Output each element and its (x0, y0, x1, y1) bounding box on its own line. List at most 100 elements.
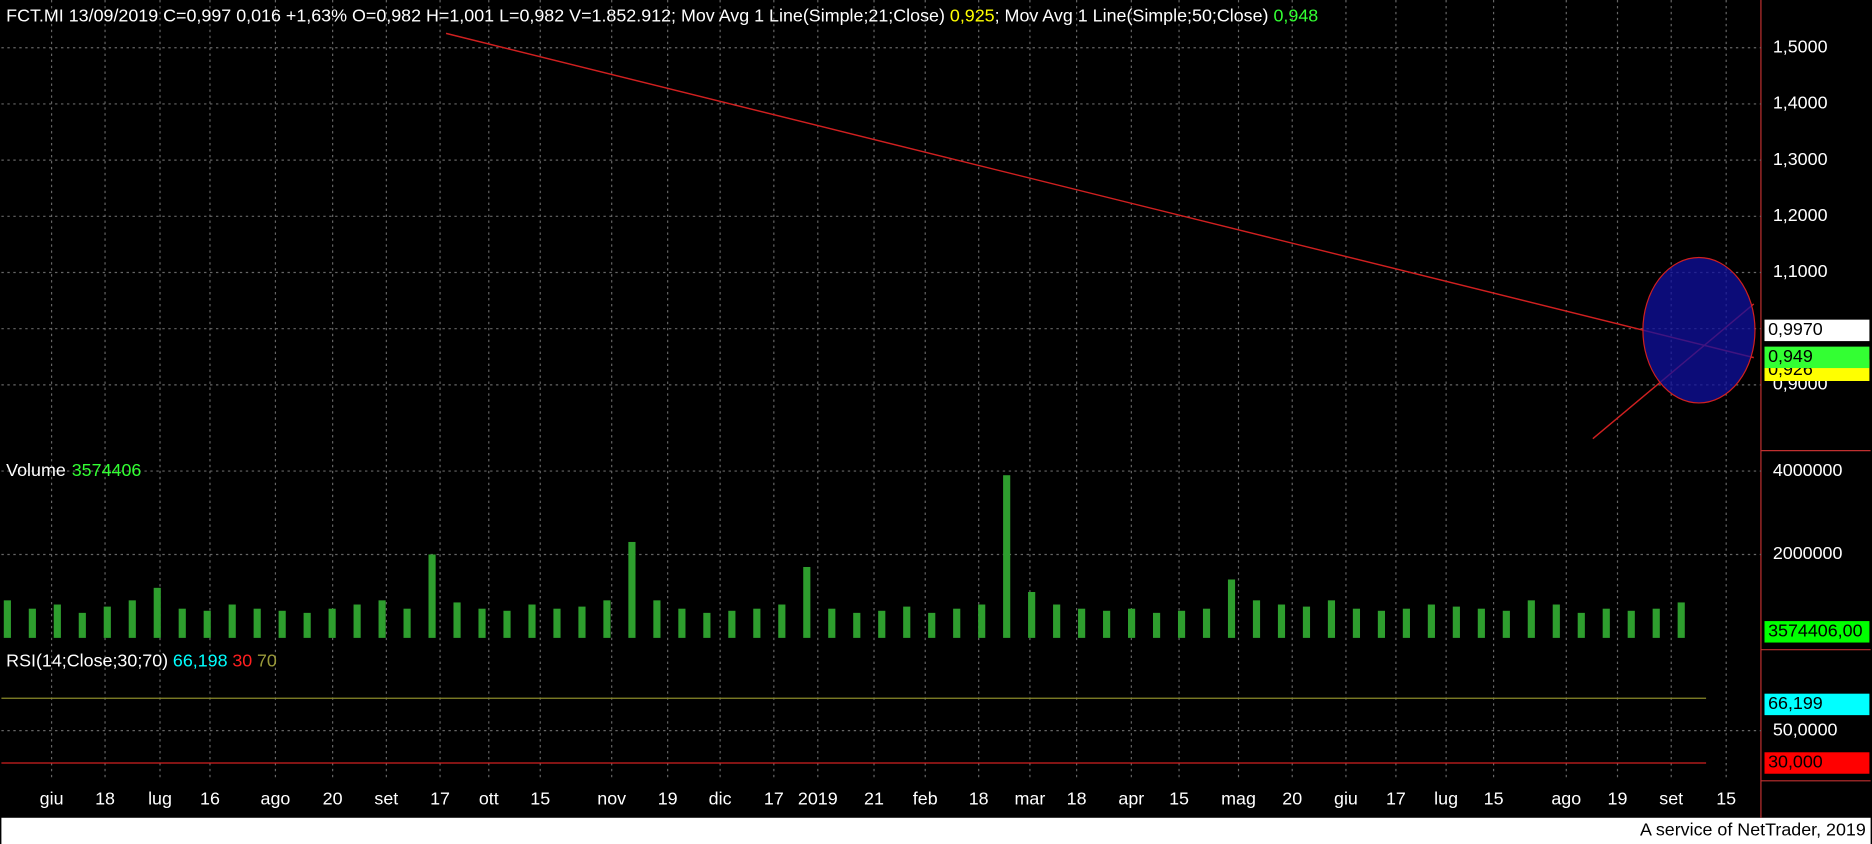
rsi-last-label-box (1764, 752, 1870, 774)
x-tick-label: mag (1221, 789, 1256, 809)
volume-last-label: 3574406,00 (1768, 621, 1862, 641)
volume-bar (378, 600, 386, 638)
volume-bar (1128, 608, 1136, 638)
y-tick-label: 1,1000 (1773, 261, 1828, 281)
volume-bar (603, 600, 611, 638)
x-tick-label: dic (709, 789, 732, 809)
volume-bar (978, 604, 986, 638)
volume-title: Volume 3574406 (6, 460, 141, 480)
footer-text: A service of NetTrader, 2019 (1640, 820, 1866, 840)
y-tick-label: 1,3000 (1773, 149, 1828, 169)
volume-bar (1652, 608, 1660, 638)
volume-bar (1327, 600, 1336, 638)
volume-bar (3, 600, 11, 638)
x-tick-label: 17 (1386, 789, 1406, 809)
x-tick-label: nov (597, 789, 626, 809)
rsi-high: 70 (257, 650, 277, 670)
volume-bar (1502, 610, 1510, 638)
volume-bar (1427, 604, 1435, 638)
x-tick-label: feb (913, 789, 938, 809)
volume-bar (328, 608, 336, 638)
x-tick-label: 20 (323, 789, 343, 809)
volume-bar (1053, 604, 1061, 638)
volume-bar (53, 604, 61, 638)
x-tick-label: 19 (658, 789, 678, 809)
volume-bar (1028, 592, 1036, 638)
rsi-last-label-box (1764, 693, 1870, 716)
volume-bar (1152, 612, 1161, 638)
volume-bar (878, 610, 886, 638)
volume-bar (1277, 604, 1286, 638)
volume-bar (678, 608, 686, 638)
x-tick-label: set (374, 789, 398, 809)
x-tick-label: 15 (1716, 789, 1736, 809)
rsi-last-label: 66,199 (1768, 693, 1823, 713)
y-tick-label: 1,5000 (1773, 36, 1828, 56)
volume-bar (1352, 608, 1361, 638)
x-tick-label: 15 (1169, 789, 1189, 809)
x-tick-label: 2019 (798, 789, 838, 809)
volume-bar (78, 612, 86, 638)
volume-bar (453, 602, 461, 638)
header: FCT.MI 13/09/2019 C=0,997 0,016 +1,63% O… (6, 5, 1318, 25)
volume-bar (1103, 610, 1111, 638)
volume-bar (1227, 579, 1236, 638)
volume-bar (753, 608, 761, 638)
x-tick-label: lug (1434, 789, 1458, 809)
volume-bar (1078, 608, 1086, 638)
volume-bar (503, 610, 511, 638)
x-tick-label: 20 (1282, 789, 1302, 809)
volume-bar (128, 600, 136, 638)
rsi-title: RSI(14;Close;30;70) 66,198 30 70 (6, 650, 277, 670)
volume-bar (703, 612, 711, 638)
volume-bar (353, 604, 361, 638)
volume-bar (903, 606, 911, 638)
overlay: FCT.MI 13/09/2019 C=0,997 0,016 +1,63% O… (6, 5, 1870, 774)
volume-bar (1377, 610, 1385, 638)
volume-bar (528, 604, 536, 638)
volume-bar (778, 604, 786, 638)
x-tick-label: 19 (1608, 789, 1628, 809)
rsi-last-label: 30,000 (1768, 752, 1823, 772)
rsi-name: RSI(14;Close;30;70) (6, 650, 168, 670)
volume-bar (1177, 610, 1186, 638)
volume-bar (653, 600, 661, 638)
x-tick-label: set (1659, 789, 1683, 809)
rsi-value: 66,198 (173, 650, 228, 670)
volume-bar (953, 608, 961, 638)
volume-bar (1452, 606, 1460, 638)
price-last-label-box (1764, 319, 1870, 342)
x-tick-label: 17 (430, 789, 450, 809)
volume-bar (803, 566, 811, 638)
x-tick-label: 15 (1484, 789, 1504, 809)
volume-bar (153, 587, 161, 638)
x-tick-label: ott (479, 789, 499, 809)
x-tick-label: lug (148, 789, 172, 809)
volume-bar (478, 608, 486, 638)
volume-bar (103, 606, 111, 638)
trend-line (445, 32, 1754, 359)
volume-bar (1202, 608, 1211, 638)
x-tick-label: 15 (530, 789, 550, 809)
volume-bar (228, 604, 236, 638)
volume-bar (928, 612, 936, 638)
x-tick-label: mar (1015, 789, 1046, 809)
volume-bar (1252, 600, 1261, 638)
x-tick-label: giu (40, 789, 64, 809)
volume-bar (278, 610, 286, 638)
volume-bar (1402, 608, 1410, 638)
volume-bar (1577, 612, 1585, 638)
x-tick-label: 18 (1067, 789, 1087, 809)
volume-bar (1677, 602, 1685, 638)
header-part: 0,948 (1273, 5, 1318, 25)
price-last-label: 0,949 (1768, 346, 1813, 366)
x-tick-label: 18 (95, 789, 115, 809)
header-part: ; Mov Avg 1 Line(Simple;50;Close) (995, 5, 1274, 25)
volume-bar (1552, 604, 1560, 638)
volume-bar (828, 608, 836, 638)
volume-bar (28, 608, 36, 638)
volume-bar (578, 606, 586, 638)
header-part: FCT.MI 13/09/2019 C=0,997 0,016 +1,63% O… (6, 5, 671, 25)
volume-bar (1627, 610, 1635, 638)
